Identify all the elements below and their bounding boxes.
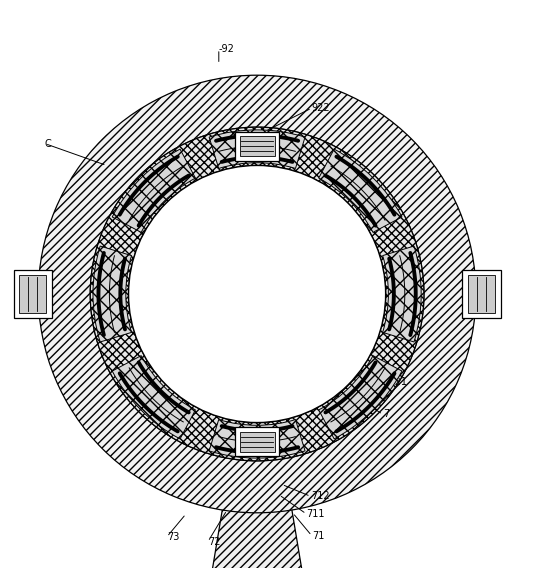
Wedge shape	[112, 356, 195, 439]
Wedge shape	[90, 127, 424, 461]
Bar	[240, 136, 275, 156]
Text: 7: 7	[383, 409, 389, 419]
Text: C: C	[45, 139, 51, 149]
Text: -921: -921	[386, 376, 408, 386]
Wedge shape	[38, 75, 476, 513]
Wedge shape	[112, 149, 195, 232]
Circle shape	[129, 165, 386, 423]
Wedge shape	[209, 130, 305, 168]
Polygon shape	[205, 570, 309, 587]
Bar	[462, 270, 501, 318]
Polygon shape	[212, 505, 302, 570]
Bar	[468, 275, 495, 313]
Wedge shape	[209, 420, 305, 458]
Bar	[235, 132, 279, 161]
Bar	[14, 270, 52, 318]
Text: 922: 922	[312, 103, 330, 113]
Bar	[19, 275, 46, 313]
Text: 73: 73	[167, 532, 179, 542]
Wedge shape	[319, 356, 402, 439]
Bar	[240, 432, 275, 452]
Polygon shape	[241, 572, 274, 588]
Wedge shape	[93, 246, 131, 342]
Text: 712: 712	[311, 492, 329, 502]
Text: 711: 711	[306, 509, 325, 519]
Text: -92: -92	[219, 44, 235, 54]
Text: 72: 72	[208, 537, 220, 547]
Wedge shape	[383, 246, 421, 342]
Text: 71: 71	[312, 531, 324, 541]
Wedge shape	[319, 149, 402, 232]
Bar	[235, 427, 279, 456]
